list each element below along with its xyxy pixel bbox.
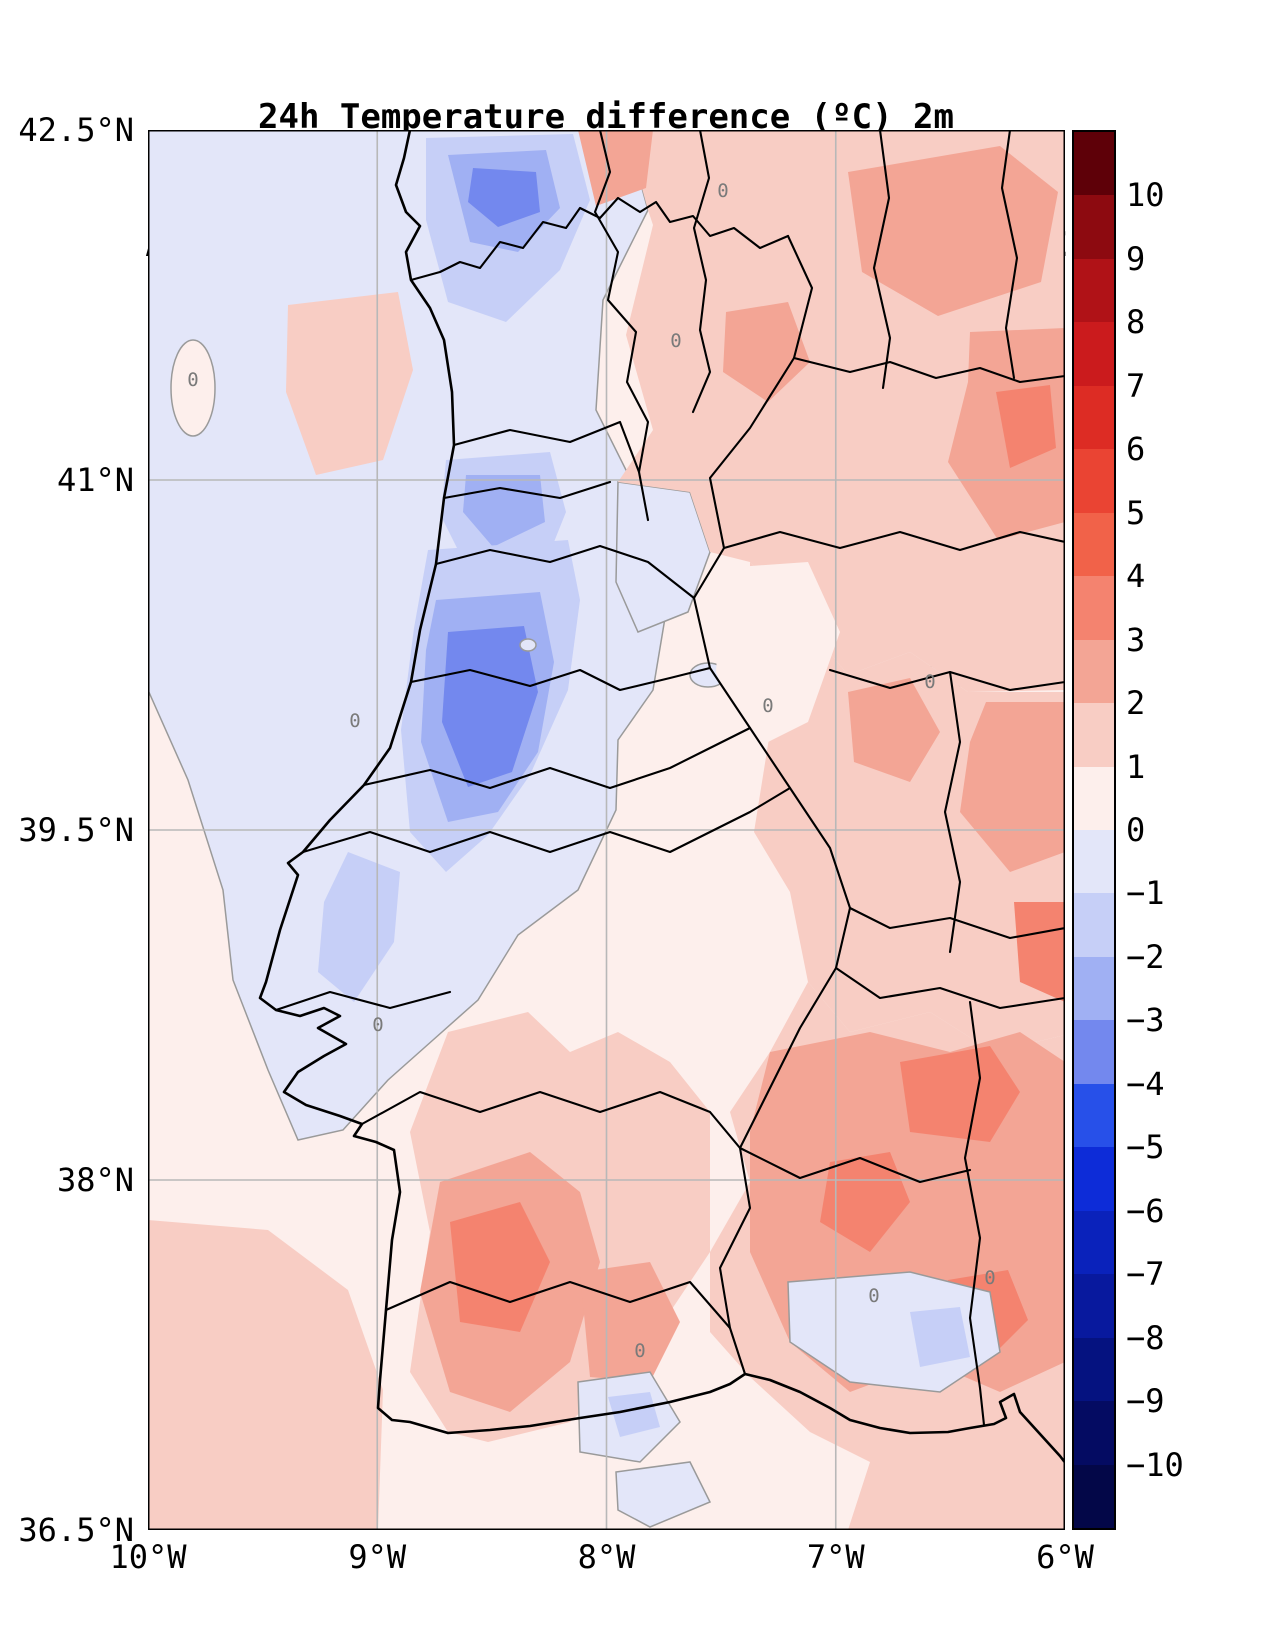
colorbar-tick-label: 5 (1126, 493, 1146, 532)
contour-label: 0 (717, 180, 728, 202)
colorbar-tick-label: 0 (1126, 811, 1146, 849)
map-canvas: 0 0 0 0 0 0 0 0 0 0 (146, 128, 1100, 1532)
colorbar-segment-4 (1074, 512, 1114, 577)
colorbar-segment-1 (1074, 703, 1114, 767)
colorbar-segment-8 (1074, 258, 1114, 323)
colorbar-tick-label: 6 (1126, 430, 1146, 469)
colorbar-tick-label: 8 (1126, 303, 1146, 342)
colorbar-tick-labels: 10 9 8 7 6 5 4 3 2 1 0 −1 −2 −3 −4 −5 −6 −7 −8 −9 −10 (1126, 130, 1266, 1530)
colorbar-tick-label: −6 (1126, 1191, 1165, 1230)
colorbar-segment-9 (1074, 195, 1114, 259)
colorbar-segment-0 (1074, 766, 1114, 830)
y-tick-label: 39.5°N (18, 811, 134, 849)
colorbar-tick-label: 10 (1126, 176, 1165, 215)
colorbar-segment-6 (1074, 385, 1114, 450)
colorbar-segment--5 (1074, 1083, 1114, 1148)
colorbar-tick-label: 1 (1126, 747, 1146, 786)
colorbar-segment-10 (1074, 132, 1114, 196)
x-tick-label: 7°W (806, 1538, 865, 1576)
colorbar-segment--8 (1074, 1274, 1114, 1338)
x-tick-label: 10°W (109, 1538, 187, 1576)
colorbar-tick-label: −5 (1126, 1128, 1165, 1167)
colorbar-segment--2 (1074, 893, 1114, 957)
colorbar-segment--7 (1074, 1210, 1114, 1275)
colorbar-tick-label: −9 (1126, 1382, 1165, 1421)
colorbar-segment--10 (1074, 1401, 1114, 1465)
colorbar-tick-label: 3 (1126, 620, 1146, 659)
colorbar-tick-label: 7 (1126, 366, 1146, 405)
colorbar-tick-label: −3 (1126, 1001, 1165, 1040)
colorbar-tick-label: −2 (1126, 937, 1165, 976)
colorbar-segment--6 (1074, 1147, 1114, 1211)
colorbar-tick-label: −4 (1126, 1064, 1165, 1103)
colorbar-tick-label: −1 (1126, 874, 1165, 913)
admin-borders (274, 128, 1067, 1427)
x-tick-label: 9°W (348, 1538, 407, 1576)
colorbar-segment-7 (1074, 322, 1114, 386)
contour-label: 0 (349, 710, 360, 732)
contour-label: 0 (984, 1267, 995, 1289)
contour-label: 0 (372, 1014, 383, 1036)
contour-label: 0 (924, 671, 935, 693)
colorbar-segment--9 (1074, 1337, 1114, 1402)
y-tick-label: 42.5°N (18, 111, 134, 149)
map-area: 0 0 0 0 0 0 0 0 0 0 (146, 128, 1100, 1532)
y-tick-label: 41°N (56, 461, 134, 499)
colorbar-segments (1074, 132, 1114, 1528)
colorbar-segment--3 (1074, 956, 1114, 1021)
colorbar-segment-2 (1074, 639, 1114, 704)
colorbar-tick-label: −8 (1126, 1318, 1165, 1357)
zero-contour-labels: 0 0 0 0 0 0 0 0 0 0 (187, 180, 995, 1362)
x-tick-label: 8°W (577, 1538, 636, 1576)
contour-label: 0 (187, 369, 198, 391)
x-tick-label: 6°W (1036, 1538, 1094, 1576)
y-axis-ticks: 42.5°N 41°N 39.5°N 38°N 36.5°N (0, 111, 140, 1549)
contour-label: 0 (670, 330, 681, 352)
colorbar-tick-label: 9 (1126, 239, 1146, 278)
colorbar-segment--4 (1074, 1020, 1114, 1084)
contour-label: 0 (634, 1340, 645, 1362)
colorbar-tick-label: 4 (1126, 557, 1146, 596)
colorbar-tick-label: −7 (1126, 1255, 1165, 1294)
colorbar-tick-label: −10 (1126, 1445, 1184, 1484)
colorbar-segment-3 (1074, 576, 1114, 640)
y-tick-label: 38°N (56, 1161, 134, 1199)
graticule-gridlines (148, 130, 1065, 1530)
colorbar-segment-5 (1074, 449, 1114, 513)
contour-label: 0 (762, 695, 773, 717)
colorbar-tick-label: 2 (1126, 684, 1146, 723)
colorbar-segment--1 (1074, 829, 1114, 894)
x-axis-ticks: 10°W 9°W 8°W 7°W 6°W (109, 1536, 1093, 1586)
colorbar-segment--11 (1074, 1464, 1114, 1528)
y-tick-label: 36.5°N (18, 1511, 134, 1549)
contour-label: 0 (868, 1285, 879, 1307)
colorbar (1072, 130, 1116, 1530)
